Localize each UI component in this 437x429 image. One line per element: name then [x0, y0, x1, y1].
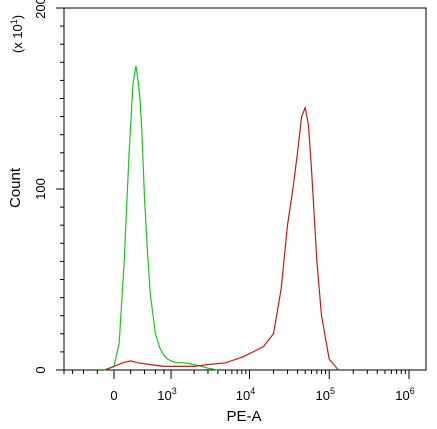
- y-tick-label: 0: [33, 366, 48, 373]
- x-tick-label: 103: [157, 386, 176, 403]
- y-tick-label: 100: [33, 178, 48, 200]
- x-axis-label: PE-A: [226, 408, 261, 425]
- y-multiplier-label: (x 101): [9, 15, 25, 53]
- x-tick-label: 0: [110, 388, 117, 403]
- y-axis-label: Count: [7, 167, 24, 208]
- x-tick-label: 106: [395, 386, 414, 403]
- x-tick-label: 104: [236, 386, 255, 403]
- series-line-1: [103, 65, 218, 371]
- x-tick-label: 105: [316, 386, 335, 403]
- y-axis-ticks: 0 100 200: [33, 0, 64, 374]
- series-layer: [103, 65, 339, 371]
- y-tick-label: 200: [33, 0, 48, 19]
- x-axis-ticks: 0 103 104 105 106: [63, 370, 415, 403]
- series-line-2: [105, 105, 339, 371]
- plot-frame: [63, 7, 427, 371]
